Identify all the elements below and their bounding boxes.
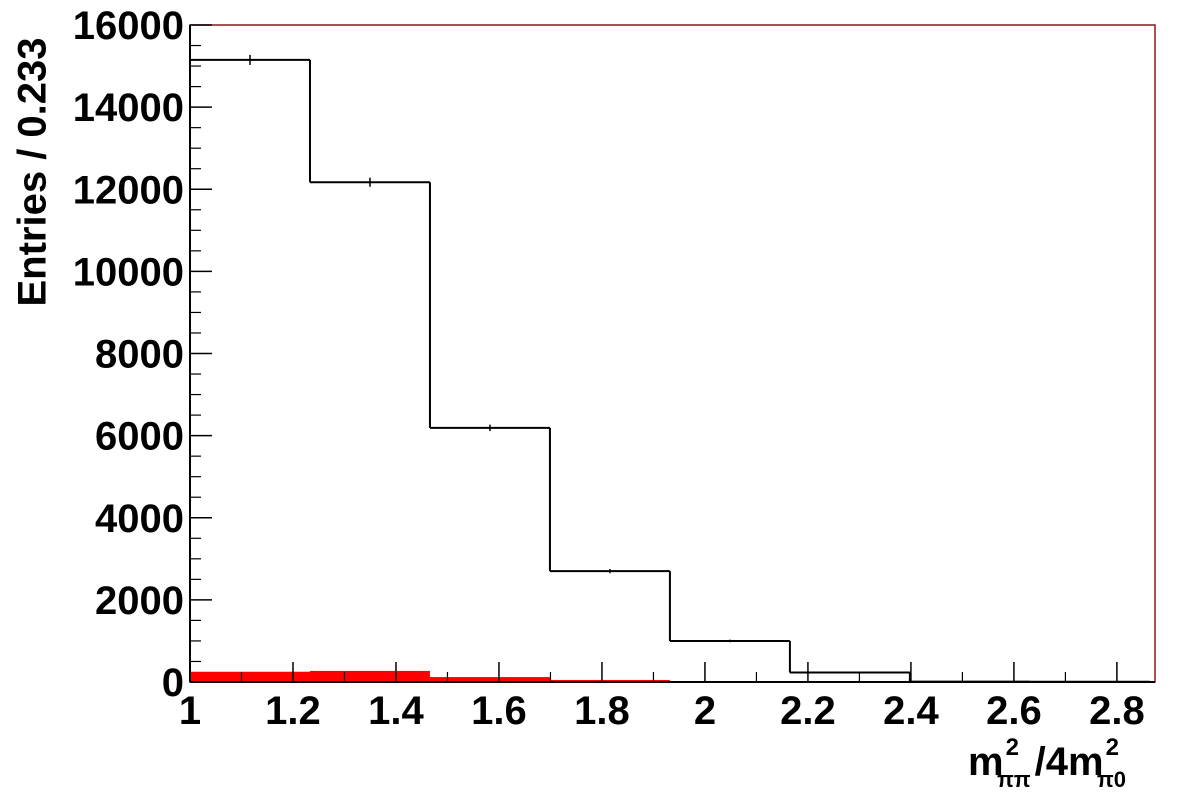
y-axis-label: Entries / 0.233: [11, 37, 55, 306]
x-axis-label-part: ππ: [997, 767, 1031, 792]
x-axis-label-part: π0: [1097, 767, 1126, 792]
x-axis-label-part: 2: [1006, 734, 1019, 761]
x-tick-label: 2.4: [883, 689, 939, 733]
y-tick-label: 10000: [73, 250, 184, 294]
x-tick-label: 1.2: [265, 689, 321, 733]
x-tick-label: 1: [179, 689, 201, 733]
x-tick-label: 2.2: [780, 689, 836, 733]
plot-frame: [190, 25, 1155, 682]
x-tick-label: 2.8: [1089, 689, 1145, 733]
y-tick-label: 4000: [95, 497, 184, 541]
y-tick-label: 8000: [95, 333, 184, 377]
x-tick-label: 1.8: [574, 689, 630, 733]
bar: [190, 672, 310, 682]
x-axis-label-part: /4m: [1035, 740, 1104, 784]
x-tick-label: 2.6: [986, 689, 1042, 733]
x-axis-label-part: 2: [1106, 734, 1119, 761]
y-tick-label: 12000: [73, 168, 184, 212]
x-tick-label: 1.6: [471, 689, 527, 733]
x-tick-label: 1.4: [368, 689, 424, 733]
y-tick-label: 2000: [95, 579, 184, 623]
x-tick-label: 2: [694, 689, 716, 733]
bar: [310, 671, 430, 682]
y-tick-label: 14000: [73, 86, 184, 130]
y-tick-label: 6000: [95, 415, 184, 459]
y-tick-label: 16000: [73, 4, 184, 48]
